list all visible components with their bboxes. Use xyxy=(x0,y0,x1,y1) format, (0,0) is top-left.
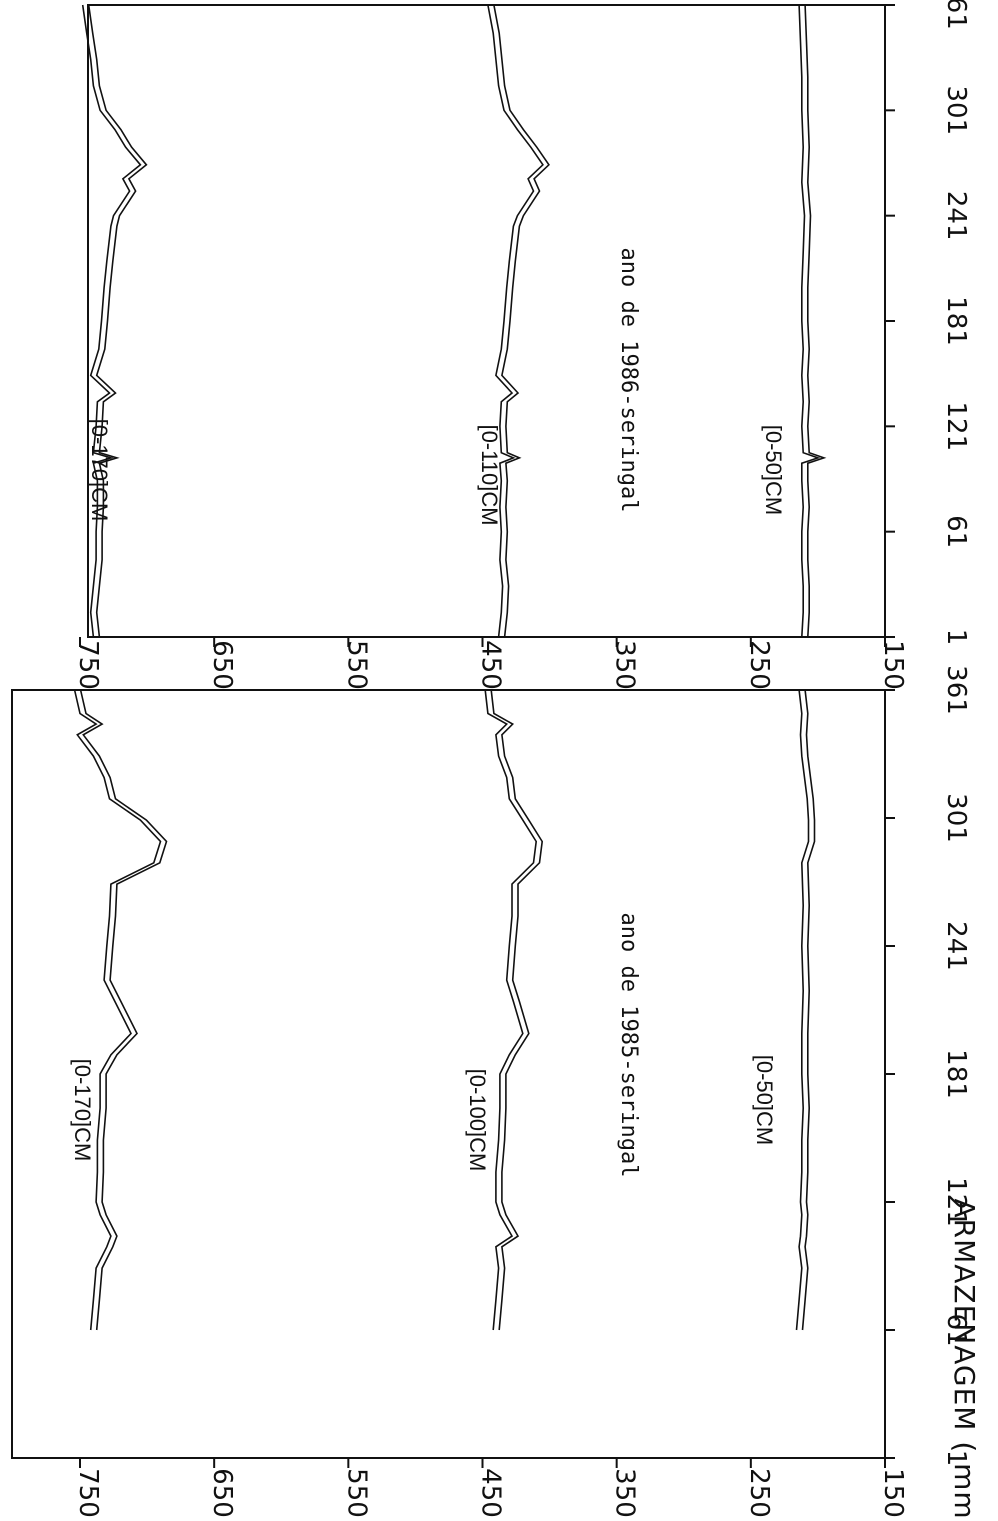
series-line xyxy=(487,4,544,638)
y-axis-label: ARMAZENAGEM ( mm ) xyxy=(948,1198,981,1521)
y-tick-label: 650 xyxy=(207,1468,237,1518)
y-tick-label: 550 xyxy=(341,1468,371,1518)
y-tick-label: 350 xyxy=(610,640,640,690)
x-tick-label: 301 xyxy=(941,86,971,136)
series-line xyxy=(795,689,810,1331)
series-label: [0-100]CM xyxy=(465,1069,490,1172)
y-tick-label: 750 xyxy=(73,640,103,690)
y-tick-label: 450 xyxy=(476,1468,506,1518)
x-tick-label: 241 xyxy=(941,921,971,971)
y-tick-label: 750 xyxy=(73,1468,103,1518)
y-tick-label: 350 xyxy=(610,1468,640,1518)
panel-1: 150 250 350 450 550 650 750 1 61 121 181 241 301 361 [… xyxy=(11,665,971,1518)
plot-frame xyxy=(87,4,886,638)
x-tick-label: 361 xyxy=(941,665,971,715)
x-tick-label: 61 xyxy=(941,515,971,548)
y-tick-label: 150 xyxy=(878,1468,908,1518)
y-tick-label: 250 xyxy=(744,640,774,690)
x-tick-label: 301 xyxy=(941,793,971,843)
y-tick-label: 450 xyxy=(476,640,506,690)
series-label: [0-170]CM xyxy=(70,1059,95,1162)
x-tick-label: 181 xyxy=(941,1049,971,1099)
x-tick-label: 121 xyxy=(941,402,971,452)
series-line xyxy=(79,689,168,1331)
x-tick-label: 361 xyxy=(941,0,971,30)
x-tick-label: 121 xyxy=(941,1177,971,1227)
series-line xyxy=(484,689,538,1331)
series-line xyxy=(73,689,162,1331)
x-tick-label: 181 xyxy=(941,296,971,346)
panel-2: 150 250 350 450 550 650 750 1 61 121 181 241 301 361 [… xyxy=(73,0,971,690)
y-tick-label: 550 xyxy=(341,640,371,690)
x-tick-label: 1 xyxy=(941,629,971,646)
chart-title: ano de 1986-seringal xyxy=(616,248,641,513)
series-label: [0-50]CM xyxy=(752,1055,777,1145)
series-line xyxy=(87,4,148,638)
x-tick-label: 1 xyxy=(941,1450,971,1467)
series-line xyxy=(493,4,550,638)
series-line xyxy=(81,4,142,638)
series-label: [0-110]CM xyxy=(477,424,502,525)
series-line xyxy=(490,689,544,1331)
x-tick-label: 241 xyxy=(941,191,971,241)
y-tick-label: 250 xyxy=(744,1468,774,1518)
x-tick-label: 61 xyxy=(941,1313,971,1346)
y-tick-label: 650 xyxy=(207,640,237,690)
series-label: [0-170]CM xyxy=(87,419,112,522)
series-line xyxy=(798,4,821,638)
series-line xyxy=(804,4,827,638)
series-label: [0-50]CM xyxy=(761,425,786,515)
series-line xyxy=(801,689,816,1331)
chart-title: ano de 1985-seringal xyxy=(616,913,641,1178)
y-tick-label: 150 xyxy=(878,640,908,690)
